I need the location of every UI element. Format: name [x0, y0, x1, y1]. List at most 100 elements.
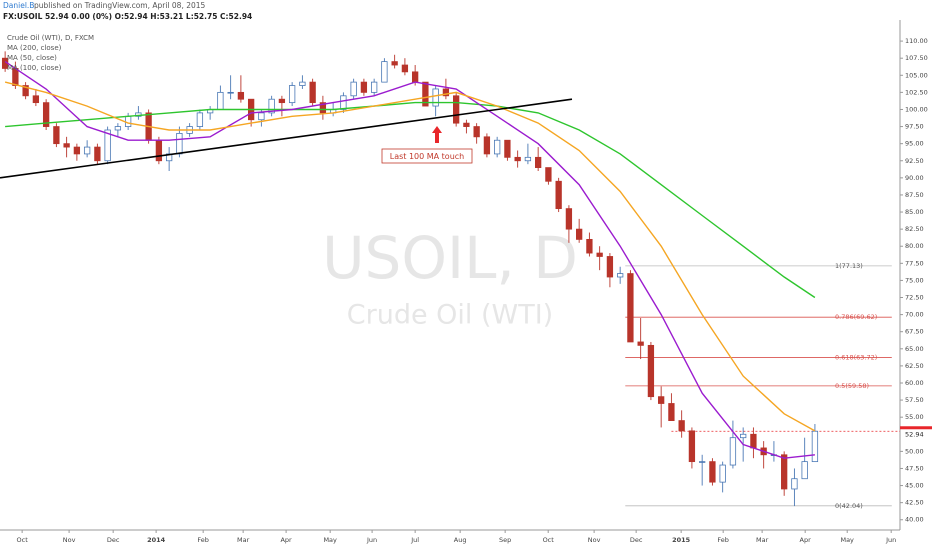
- y-tick-label: 75.00: [905, 276, 924, 284]
- x-tick-label: Jun: [366, 536, 377, 544]
- y-tick-label: 87.50: [905, 191, 924, 199]
- candle-body: [483, 136, 491, 155]
- y-tick-label: 82.50: [905, 225, 924, 233]
- candle-body: [781, 454, 788, 490]
- candle-body: [32, 95, 40, 104]
- y-tick-label: 60.00: [905, 379, 924, 387]
- y-tick-label: 100.00: [905, 105, 928, 113]
- legend-entry: Crude Oil (WTI), D, FXCM: [7, 34, 94, 42]
- legend-entry: MA (200, close): [7, 44, 62, 52]
- annotation-arrow: [432, 126, 442, 143]
- candle-body: [288, 85, 296, 104]
- candle-body: [360, 81, 368, 93]
- candle-body: [606, 256, 614, 278]
- candle-body: [370, 81, 378, 93]
- y-tick-label: 40.00: [905, 516, 924, 524]
- candle-body: [319, 102, 327, 114]
- x-tick-label: Aug: [454, 536, 467, 544]
- x-tick-label: Oct: [543, 536, 555, 544]
- y-tick-label: 90.00: [905, 174, 924, 182]
- candle-body: [504, 139, 511, 158]
- candle-body: [411, 71, 419, 83]
- candle-body: [350, 81, 357, 97]
- candle-body: [278, 98, 286, 104]
- candle-body: [442, 88, 450, 97]
- candle-body: [740, 433, 747, 439]
- candle-body: [53, 126, 60, 145]
- candle-body: [565, 208, 573, 230]
- candle-body: [627, 273, 634, 343]
- candle-body: [535, 156, 542, 168]
- last-price-label: 52.94: [905, 430, 924, 438]
- fib-label: 0(42.04): [835, 502, 863, 510]
- candle-body: [545, 167, 552, 182]
- candle-body: [422, 81, 429, 107]
- fib-label: 0.5(59.58): [835, 382, 869, 390]
- candle-body: [453, 95, 460, 124]
- y-tick-label: 80.00: [905, 242, 924, 250]
- candle-body: [268, 98, 275, 114]
- candle-body: [801, 461, 808, 480]
- candle-body: [637, 341, 644, 346]
- candle-body: [668, 403, 675, 421]
- y-tick-label: 62.50: [905, 362, 924, 370]
- candle-body: [811, 430, 819, 463]
- candle-body: [258, 112, 265, 121]
- candle-body: [617, 273, 624, 278]
- x-tick-label: Apr: [280, 536, 292, 544]
- candle-body: [309, 81, 316, 104]
- candle-body: [555, 180, 562, 210]
- x-tick-label: Nov: [588, 536, 601, 544]
- moving-average: [4, 61, 815, 459]
- x-tick-label: Feb: [197, 536, 209, 544]
- candle-body: [750, 433, 757, 449]
- candle-body: [94, 146, 101, 162]
- candle-body: [719, 464, 726, 483]
- last-price-marker: [900, 426, 932, 430]
- x-tick-label: Jul: [410, 536, 419, 544]
- x-tick-label: 2015: [672, 536, 691, 544]
- y-tick-label: 42.50: [905, 499, 924, 507]
- candle-body: [432, 88, 439, 107]
- trendline: [0, 98, 573, 179]
- candle-body: [678, 420, 685, 432]
- candle-body: [586, 238, 593, 254]
- y-tick-label: 105.00: [905, 71, 928, 79]
- candle-body: [73, 146, 81, 155]
- candle-body: [22, 85, 29, 97]
- candle-body: [196, 112, 204, 127]
- candle-body: [104, 129, 111, 162]
- candle-body: [155, 139, 163, 162]
- x-tick-label: Jun: [885, 536, 896, 544]
- x-tick-label: May: [323, 536, 337, 544]
- candle-body: [473, 126, 480, 138]
- y-tick-label: 97.50: [905, 123, 924, 131]
- fib-label: 0.786(69.62): [835, 313, 877, 321]
- x-tick-label: Feb: [717, 536, 729, 544]
- y-tick-label: 55.00: [905, 413, 924, 421]
- candle-body: [42, 102, 50, 127]
- x-tick-label: Dec: [630, 536, 643, 544]
- candle-body: [729, 437, 737, 466]
- legend-entry: MA (50, close): [7, 54, 57, 62]
- candle-body: [381, 61, 388, 83]
- y-tick-label: 85.00: [905, 208, 924, 216]
- y-tick-label: 110.00: [905, 37, 928, 45]
- x-tick-label: Apr: [800, 536, 812, 544]
- y-tick-label: 107.50: [905, 54, 928, 62]
- candle-body: [176, 133, 183, 155]
- quote: FX:USOIL 52.94 0.00 (0%) O:52.94 H:53.21…: [3, 12, 252, 21]
- y-tick-label: 102.50: [905, 88, 928, 96]
- author[interactable]: Daniel.B: [3, 1, 34, 10]
- y-tick-label: 47.50: [905, 464, 924, 472]
- watermark-name: Crude Oil (WTI): [347, 300, 553, 331]
- candle-body: [391, 61, 398, 66]
- candle-body: [658, 396, 665, 404]
- candle-body: [524, 156, 532, 162]
- x-tick-label: Mar: [237, 536, 250, 544]
- y-tick-label: 77.50: [905, 259, 924, 267]
- y-tick-label: 72.50: [905, 294, 924, 302]
- fib-label: 1(77.13): [835, 262, 863, 270]
- candle-body: [576, 228, 583, 240]
- candle-body: [299, 81, 306, 86]
